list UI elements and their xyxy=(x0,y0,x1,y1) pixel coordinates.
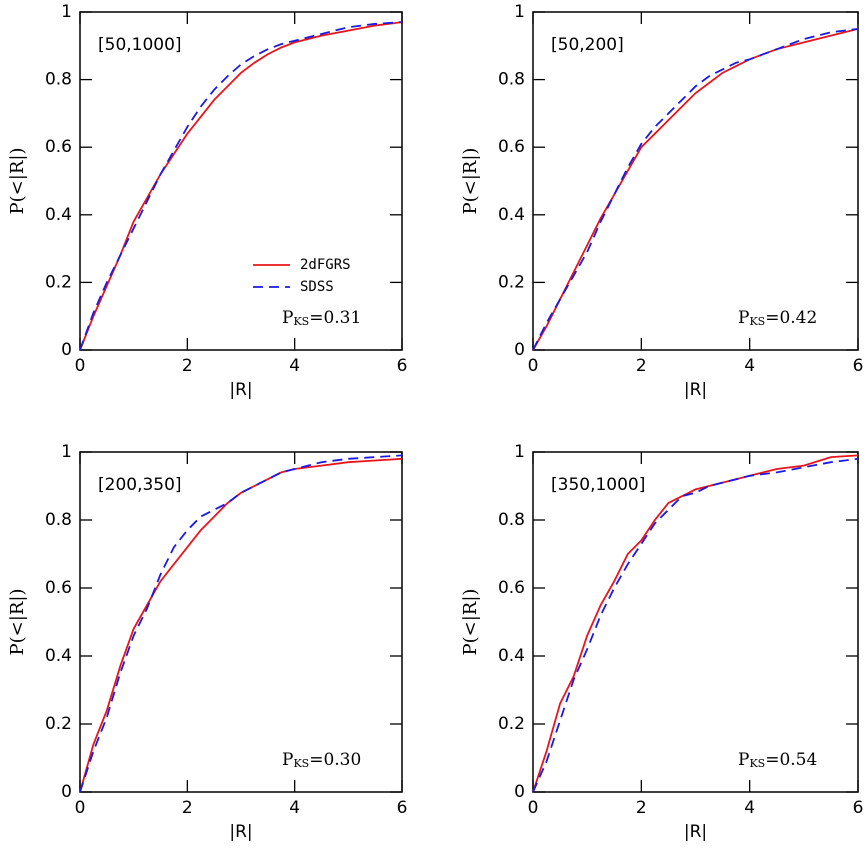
x-tick-label: 6 xyxy=(853,798,864,818)
ks-value: =0.54 xyxy=(765,750,817,770)
y-tick-label: 0.6 xyxy=(498,137,525,157)
y-tick-label: 0 xyxy=(61,340,72,360)
plot-frame xyxy=(532,451,859,793)
y-tick-label: 1 xyxy=(514,442,525,462)
y-tick-label: 0.8 xyxy=(498,70,525,90)
panel-annotation: [50,1000] xyxy=(98,35,182,55)
ks-value: =0.31 xyxy=(309,308,361,328)
ks-subscript: KS xyxy=(293,315,309,328)
y-tick-label: 0.2 xyxy=(45,714,72,734)
y-tick-label: 0.4 xyxy=(45,205,72,225)
x-tick-label: 2 xyxy=(182,798,193,818)
series-line xyxy=(79,21,403,351)
x-axis-label: |R| xyxy=(684,822,707,842)
x-tick-label: 2 xyxy=(636,798,647,818)
y-tick-label: 0.2 xyxy=(498,272,525,292)
legend-label: SDSS xyxy=(300,279,334,295)
panel-annotation: [350,1000] xyxy=(551,475,645,495)
x-tick-label: 4 xyxy=(744,798,755,818)
ks-subscript: KS xyxy=(749,315,765,328)
y-tick-label: 0.2 xyxy=(45,272,72,292)
ks-annotation: PKS=0.42 xyxy=(738,308,817,329)
panel-annotation: [50,200] xyxy=(551,35,624,55)
y-tick-label: 0.6 xyxy=(45,137,72,157)
x-tick-label: 4 xyxy=(744,356,755,376)
plot-frame xyxy=(532,11,859,351)
y-tick-label: 1 xyxy=(61,442,72,462)
legend-label: 2dFGRS xyxy=(300,257,351,273)
y-tick-label: 1 xyxy=(61,2,72,22)
y-tick-label: 0.4 xyxy=(45,646,72,666)
y-axis-label: P(<|R|) xyxy=(7,148,28,215)
x-axis-label: |R| xyxy=(229,822,252,842)
panel-annotation: [200,350] xyxy=(98,475,182,495)
y-tick-label: 0.4 xyxy=(498,205,525,225)
ks-subscript: KS xyxy=(749,757,765,770)
y-tick-label: 0.8 xyxy=(45,70,72,90)
ks-symbol: P xyxy=(738,308,749,328)
series-line xyxy=(532,454,859,793)
y-tick-label: 0.8 xyxy=(498,510,525,530)
series-line xyxy=(79,454,403,793)
x-tick-label: 6 xyxy=(397,798,408,818)
ks-value: =0.30 xyxy=(309,750,361,770)
ks-symbol: P xyxy=(738,750,749,770)
y-axis-label: P(<|R|) xyxy=(7,589,28,656)
x-tick-label: 6 xyxy=(853,356,864,376)
series-line xyxy=(532,28,859,351)
x-axis-label: |R| xyxy=(684,380,707,400)
x-tick-label: 2 xyxy=(182,356,193,376)
x-tick-label: 6 xyxy=(397,356,408,376)
y-tick-label: 0.6 xyxy=(45,578,72,598)
y-axis-label: P(<|R|) xyxy=(460,589,481,656)
x-tick-label: 2 xyxy=(636,356,647,376)
ks-annotation: PKS=0.31 xyxy=(282,308,361,329)
y-tick-label: 0.6 xyxy=(498,578,525,598)
plot-frame xyxy=(79,451,403,793)
plot-frame xyxy=(79,11,403,351)
series-line xyxy=(79,21,403,351)
x-tick-label: 4 xyxy=(289,356,300,376)
y-tick-label: 0.8 xyxy=(45,510,72,530)
x-tick-label: 0 xyxy=(528,356,539,376)
ks-symbol: P xyxy=(282,750,293,770)
ks-annotation: PKS=0.30 xyxy=(282,750,361,771)
y-tick-label: 0 xyxy=(514,782,525,802)
x-axis-label: |R| xyxy=(229,380,252,400)
ks-value: =0.42 xyxy=(765,308,817,328)
y-tick-label: 0 xyxy=(61,782,72,802)
y-tick-label: 0 xyxy=(514,340,525,360)
ks-subscript: KS xyxy=(293,757,309,770)
y-tick-label: 0.2 xyxy=(498,714,525,734)
y-axis-label: P(<|R|) xyxy=(460,148,481,215)
x-tick-label: 0 xyxy=(75,356,86,376)
x-tick-label: 0 xyxy=(75,798,86,818)
series-line xyxy=(79,457,403,793)
series-line xyxy=(532,457,859,793)
ks-symbol: P xyxy=(282,308,293,328)
ks-annotation: PKS=0.54 xyxy=(738,750,817,771)
x-tick-label: 4 xyxy=(289,798,300,818)
y-tick-label: 0.4 xyxy=(498,646,525,666)
series-line xyxy=(532,28,859,351)
y-tick-label: 1 xyxy=(514,2,525,22)
x-tick-label: 0 xyxy=(528,798,539,818)
